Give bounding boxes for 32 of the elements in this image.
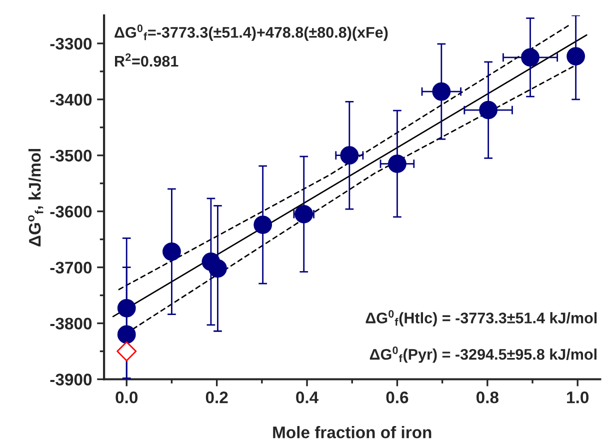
x-tick-label: 0.4 xyxy=(296,392,319,404)
point xyxy=(162,242,181,261)
y-tick-label: -3600 xyxy=(50,206,92,218)
y-tick-label: -3300 xyxy=(50,38,92,50)
annotation: R$^{2}$=0.981 xyxy=(115,53,178,67)
y-tick-label: -3800 xyxy=(50,318,92,330)
point xyxy=(432,82,451,101)
y-tick-label: -3500 xyxy=(50,150,92,162)
x-axis-title: Mole fraction of iron xyxy=(273,426,432,438)
point xyxy=(566,47,586,66)
point xyxy=(116,341,137,362)
point xyxy=(117,298,136,318)
y-tick-label: -3400 xyxy=(50,94,92,106)
point xyxy=(388,154,406,173)
y-tick-label: -3700 xyxy=(50,262,92,274)
x-tick-label: 1.0 xyxy=(567,392,589,404)
point xyxy=(340,146,359,165)
point xyxy=(254,216,272,234)
point xyxy=(521,48,540,67)
x-tick-label: 0.8 xyxy=(476,392,498,404)
point xyxy=(117,325,136,344)
x-tick-label: 0.0 xyxy=(116,392,138,404)
annotation: ΔG$^{0}$$_{f}$(Pyr) = -3294.5±95.8 kJ/mol xyxy=(370,346,596,363)
y-axis-title: ΔG$^{o}$$_{f}$, kJ/mol xyxy=(28,148,44,246)
point xyxy=(208,259,227,278)
x-tick-label: 0.2 xyxy=(206,392,228,404)
point xyxy=(294,204,314,224)
point xyxy=(479,100,498,120)
y-tick-label: -3900 xyxy=(50,374,92,386)
annotation: ΔG$^{0}$$_{f}$=-3773.3(±51.4)+478.8(±80.8)(xFe) xyxy=(114,24,388,41)
x-tick-label: 0.6 xyxy=(386,392,408,404)
annotation: ΔG$^{0}$$_{f}$(Htlc) = -3773.3±51.4 kJ/mol xyxy=(366,310,597,326)
